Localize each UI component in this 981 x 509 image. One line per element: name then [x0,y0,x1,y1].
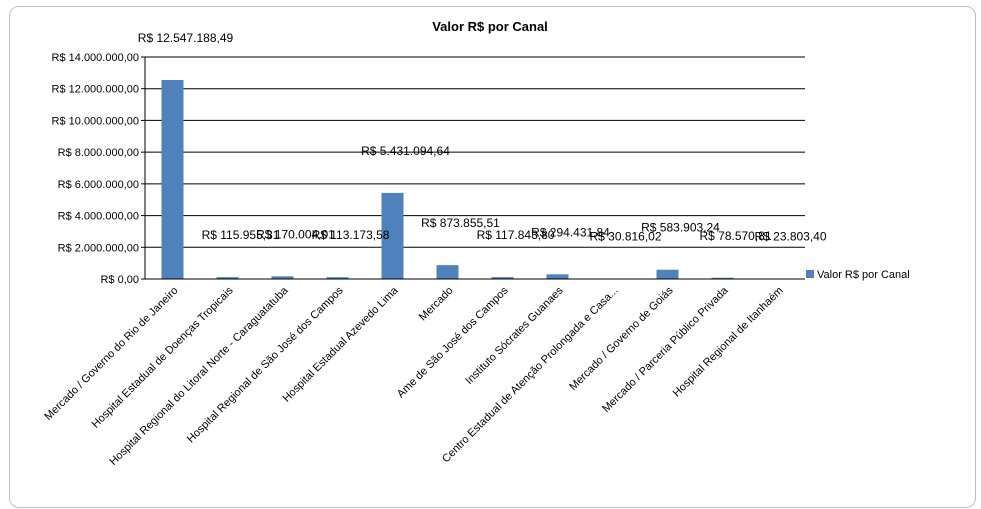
y-tick-label: R$ 6.000.000,00 [58,179,139,191]
bar [491,277,514,279]
data-label: R$ 115.955,31 [202,228,280,242]
x-tick-label: Mercado [417,285,456,324]
legend: Valor R$ por Canal [806,269,910,281]
data-label: R$ 117.843,80 [477,228,555,242]
bar [216,277,239,279]
y-tick-label: R$ 2.000.000,00 [58,242,139,254]
data-label: R$ 30.816,02 [589,230,661,244]
data-label: R$ 23.803,40 [754,230,826,244]
data-labels: R$ 12.547.188,49 R$ 115.955,31R$ 170.004,… [138,31,827,244]
data-label: R$ 5.431.094,64 [361,144,450,158]
bar [161,80,184,279]
data-label: R$ 113.173,58 [312,228,390,242]
y-tick-label: R$ 14.000.000,00 [52,52,139,64]
x-tick-label: Hospital Estadual Azevedo Lima [281,284,402,405]
chart-title: Valor R$ por Canal [432,19,548,34]
bars [161,80,789,280]
x-axis: Mercado / Governo do Rio de JaneiroHospi… [42,278,805,468]
bar [271,276,294,279]
x-tick-label: Instituto Sócrates Guanaes [463,284,566,387]
data-label: R$ 12.547.188,49 [138,31,234,45]
x-tick-label: Hospital Regional de Itanhaém [671,285,786,400]
bar [546,274,569,279]
bar [711,277,734,279]
data-label: R$ 170.004,01 [256,227,335,241]
y-tick-label: R$ 12.000.000,00 [52,84,139,96]
bar [436,265,459,279]
gridlines [145,56,805,280]
legend-label: Valor R$ por Canal [817,269,910,281]
y-tick-label: R$ 8.000.000,00 [58,147,139,159]
bar [381,192,404,279]
y-axis: R$ 0,00 R$ 2.000.000,00 R$ 4.000.000,00 R$ … [52,52,146,286]
data-label: R$ 583.903,24 [641,221,720,235]
legend-swatch [806,270,814,278]
data-label: R$ 873.855,51 [421,216,500,230]
bar [656,269,679,279]
data-label: R$ 294.431,84 [531,225,610,239]
data-label: R$ 78.570,81 [699,229,771,243]
x-tick-label: Mercado / Governo de Goiás [567,284,676,393]
bar [326,277,349,279]
x-tick-label: Ame de São José dos Campos [395,284,511,400]
y-tick-label: R$ 0,00 [100,274,139,286]
y-tick-label: R$ 10.000.000,00 [52,115,139,127]
y-tick-label: R$ 4.000.000,00 [58,211,139,223]
